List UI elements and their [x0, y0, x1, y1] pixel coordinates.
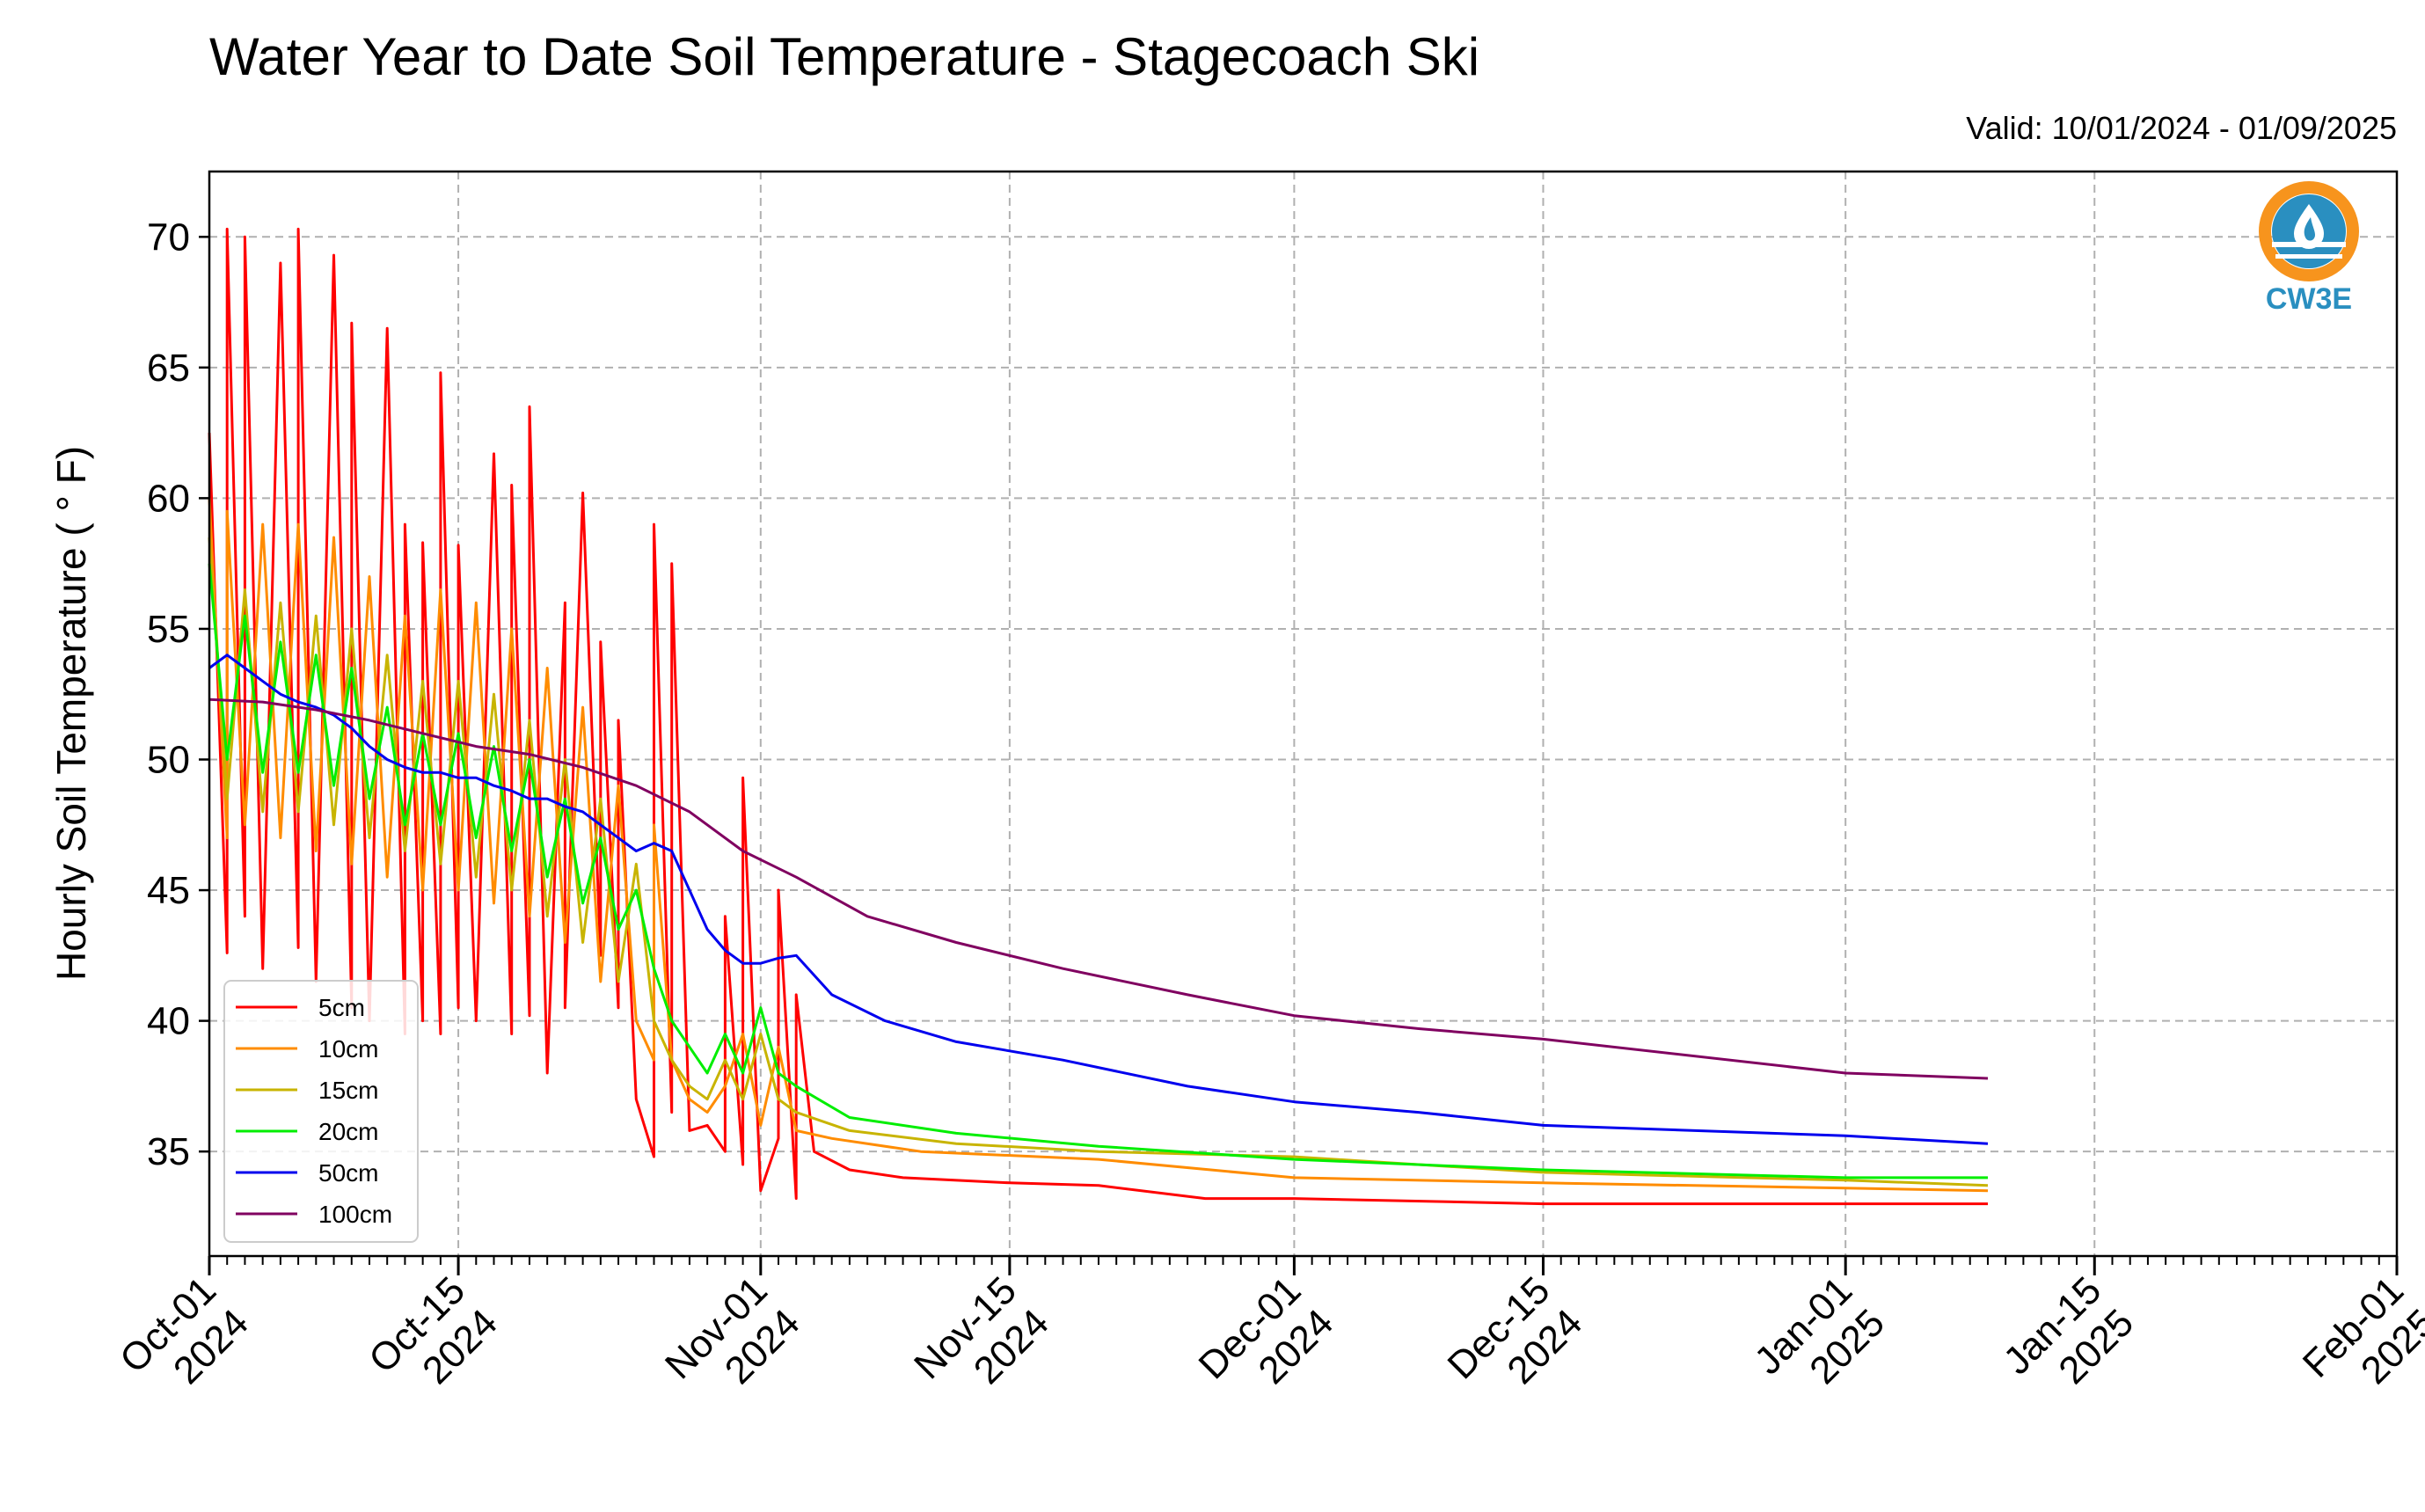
logo-text: CW3E	[2266, 282, 2352, 316]
y-tick-label: 35	[147, 1130, 190, 1173]
series-line-50cm	[208, 654, 1989, 1145]
cw3e-logo: CW3E	[2259, 181, 2359, 316]
series-line-10cm	[208, 498, 1989, 1193]
legend-label-100cm: 100cm	[318, 1201, 392, 1228]
series-lines	[208, 227, 1989, 1206]
y-axis: 35 40 45 50 55 60 65 70	[147, 215, 209, 1173]
logo-wave-icon	[2275, 254, 2342, 259]
y-tick-label: 45	[147, 869, 190, 912]
chart-title: Water Year to Date Soil Temperature - St…	[209, 27, 1480, 86]
legend-box	[223, 980, 419, 1243]
logo-ring-icon	[2259, 181, 2359, 281]
series-line-5cm	[208, 227, 1988, 1206]
series-line-100cm	[208, 698, 1989, 1080]
legend-label-20cm: 20cm	[318, 1118, 378, 1145]
y-tick-label: 40	[147, 1000, 190, 1043]
series-line-20cm	[208, 563, 1988, 1180]
y-tick-label: 50	[147, 738, 190, 781]
y-axis-label: Hourly Soil Temperature ( ° F)	[48, 446, 94, 981]
series-line-15cm	[208, 537, 1989, 1187]
y-tick-label: 60	[147, 477, 190, 520]
legend-label-5cm: 5cm	[318, 994, 365, 1021]
y-tick-label: 55	[147, 608, 190, 651]
valid-date-range: Valid: 10/01/2024 - 01/09/2025	[1966, 110, 2397, 146]
grid-lines	[208, 172, 2398, 1256]
plot-frame	[208, 170, 2399, 1258]
y-tick-label: 70	[147, 215, 190, 259]
legend-label-10cm: 10cm	[318, 1035, 378, 1063]
legend: 5cm 10cm 15cm 20cm 50cm 100cm	[223, 980, 419, 1243]
flame-icon	[2304, 217, 2315, 241]
legend-label-50cm: 50cm	[318, 1159, 378, 1187]
y-tick-label: 65	[147, 347, 190, 390]
legend-label-15cm: 15cm	[318, 1077, 378, 1104]
